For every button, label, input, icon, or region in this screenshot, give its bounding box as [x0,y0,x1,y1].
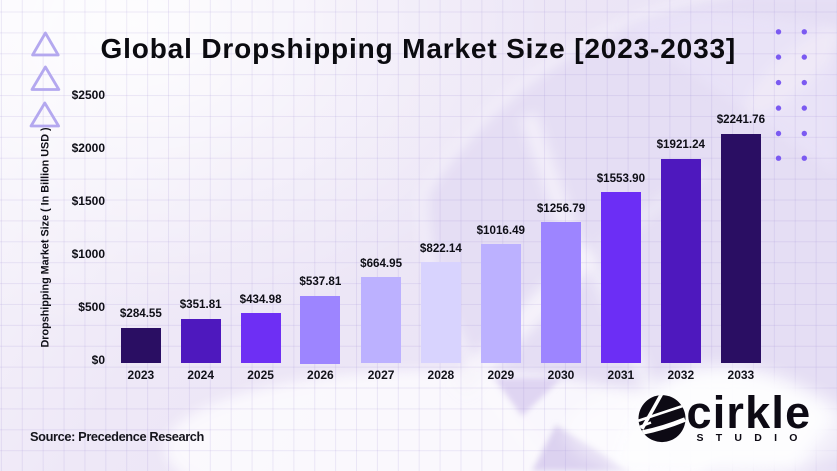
svg-text:STUDIO: STUDIO [697,432,810,444]
svg-text:cirkle: cirkle [687,387,812,438]
